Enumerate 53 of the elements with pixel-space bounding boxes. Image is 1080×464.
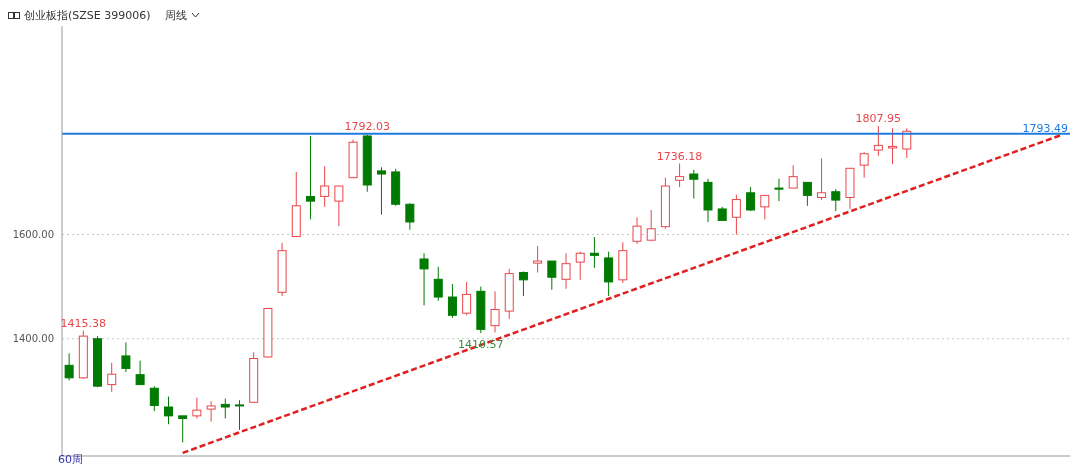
- candlestick: [419, 252, 429, 306]
- candlestick: [547, 260, 557, 291]
- candlestick: [859, 151, 869, 179]
- candlestick: [433, 266, 443, 302]
- ref-line-label: 1793.49: [1022, 121, 1068, 135]
- y-tick-label: 1600.00: [12, 229, 54, 241]
- candlestick: [589, 236, 599, 269]
- candlestick: [320, 165, 330, 208]
- candlestick: [192, 397, 202, 419]
- candlestick: [178, 415, 188, 443]
- candlestick: [873, 125, 883, 157]
- candlestick: [234, 399, 244, 431]
- candlestick: [220, 398, 230, 419]
- candlestick: [788, 164, 798, 189]
- candlestick: [888, 127, 898, 165]
- candlestick: [447, 283, 457, 319]
- annotation: 1792.03: [344, 120, 390, 134]
- candlestick: [774, 178, 784, 202]
- candlestick: [817, 157, 827, 201]
- candlestick: [405, 202, 415, 231]
- candlestick: [575, 251, 585, 281]
- annotation: 1807.95: [855, 112, 902, 126]
- candlestick: [164, 396, 173, 425]
- candlestick: [731, 194, 741, 235]
- candlestick: [646, 209, 656, 241]
- candlestick: [561, 252, 571, 290]
- candlestick: [121, 341, 131, 373]
- candlestick: [689, 169, 699, 200]
- candlestick: [376, 166, 386, 216]
- candlestick: [632, 216, 642, 245]
- candlestick: [64, 352, 74, 381]
- y-tick-label: 1400.00: [12, 333, 54, 345]
- candlestick: [149, 385, 159, 412]
- candlestick: [334, 185, 344, 227]
- candlestick: [462, 281, 472, 316]
- candlestick: [490, 290, 500, 333]
- candlestick: [135, 360, 145, 386]
- candlestick: [675, 163, 685, 188]
- candlestick: [604, 251, 614, 297]
- annotation: 1415.38: [60, 316, 107, 330]
- candlestick: [802, 181, 812, 207]
- candlestick: [518, 270, 528, 297]
- annotation: 60周: [58, 452, 83, 464]
- chart-subtitle: 周线: [164, 7, 187, 23]
- candlestick: [831, 188, 841, 212]
- candlestick: [107, 362, 117, 393]
- chart-title: 创业板指(SZSE 399006): [24, 7, 151, 23]
- candlestick: [760, 194, 770, 220]
- candlestick: [902, 127, 912, 159]
- candlestick: [533, 245, 543, 274]
- candlestick: [305, 135, 315, 220]
- annotation: 1736.18: [656, 149, 703, 163]
- candlestick: [206, 400, 216, 423]
